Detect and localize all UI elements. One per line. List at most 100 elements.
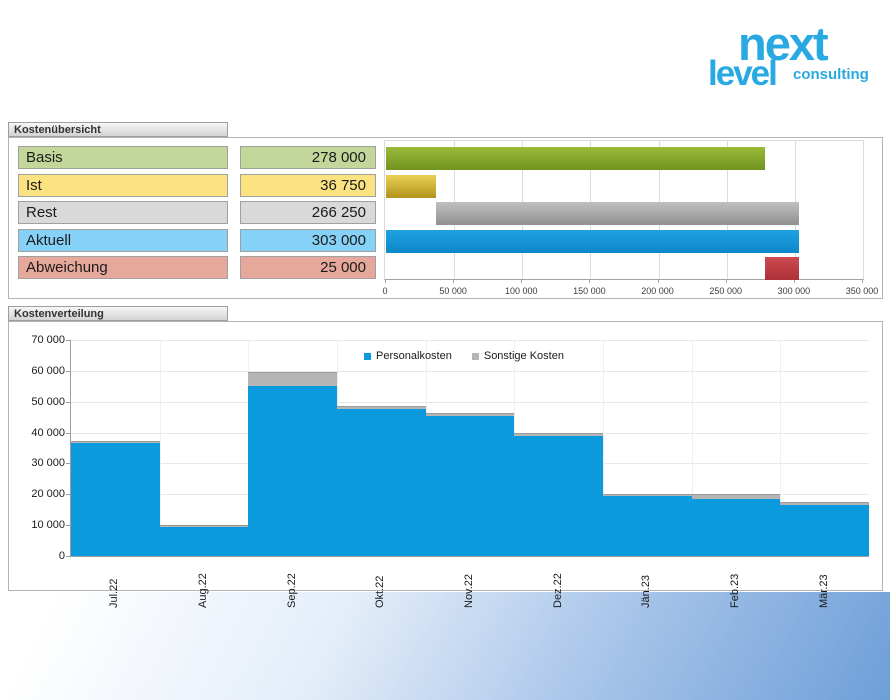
area-sonstigekosten-sep.22 bbox=[248, 372, 337, 387]
row-label-abweichung: Abweichung bbox=[18, 256, 228, 279]
gridline bbox=[780, 340, 782, 556]
axis-tick bbox=[385, 280, 386, 283]
x-tick-label-aug.22: Aug.22 bbox=[197, 573, 209, 608]
footer-gradient-band bbox=[0, 592, 890, 700]
x-tick-label: 200 000 bbox=[641, 286, 674, 296]
bar-basis bbox=[386, 147, 765, 170]
x-tick-label-jul.22: Jul.22 bbox=[108, 578, 121, 608]
bar-rest bbox=[436, 202, 799, 225]
cost-summary-bar-chart bbox=[384, 140, 864, 280]
x-tick-label-jän.23: Jän.23 bbox=[640, 574, 653, 608]
axis-tick bbox=[793, 280, 795, 283]
axis-tick bbox=[66, 525, 70, 527]
axis-tick bbox=[862, 280, 863, 283]
panel-header-kostenverteilung: Kostenverteilung bbox=[8, 306, 228, 321]
logo-word-consulting: consulting bbox=[793, 66, 869, 83]
bar-ist bbox=[386, 174, 437, 198]
panel-header-kostenuebersicht: Kostenübersicht bbox=[8, 122, 228, 137]
area-sonstigekosten-aug.22 bbox=[159, 524, 249, 527]
gridline bbox=[603, 340, 604, 556]
panel-title: Kostenverteilung bbox=[14, 308, 104, 320]
row-label-basis: Basis bbox=[18, 146, 228, 169]
row-value-abweichung: 25 000 bbox=[240, 256, 376, 279]
panel-title: Kostenübersicht bbox=[14, 124, 101, 136]
y-tick-label: 50 000 bbox=[31, 395, 65, 408]
axis-tick bbox=[521, 280, 523, 283]
gridline bbox=[863, 141, 864, 279]
area-sonstigekosten-jul.22 bbox=[71, 441, 160, 444]
legend-item-sonstige-kosten: Sonstige Kosten bbox=[471, 350, 564, 362]
area-personalkosten-sep.22 bbox=[248, 386, 337, 556]
y-tick-label: 30 000 bbox=[31, 457, 65, 470]
row-value-aktuell: 303 000 bbox=[240, 228, 376, 252]
y-tick-label: 60 000 bbox=[31, 364, 65, 377]
area-personalkosten-jän.23 bbox=[603, 495, 692, 556]
area-personalkosten-jul.22 bbox=[71, 443, 160, 556]
legend-swatch bbox=[364, 352, 372, 360]
x-tick-label-okt.22: Okt.22 bbox=[374, 575, 387, 608]
row-value-rest: 266 250 bbox=[240, 201, 376, 224]
area-sonstigekosten-okt.22 bbox=[337, 406, 426, 410]
axis-tick bbox=[725, 280, 727, 283]
kostenuebersicht-panel: Basis 278 000 Ist 36 750 Rest 266 250 Aktuell 3… bbox=[8, 137, 883, 299]
area-personalkosten-mär.23 bbox=[780, 505, 869, 556]
bar-abweichung bbox=[764, 257, 799, 280]
axis-tick bbox=[66, 432, 70, 434]
area-sonstigekosten-feb.23 bbox=[691, 494, 781, 499]
area-personalkosten-okt.22 bbox=[337, 409, 426, 556]
x-tick-label-mär.23: Mär.23 bbox=[817, 574, 830, 608]
axis-tick bbox=[66, 370, 70, 372]
x-tick-label: 0 bbox=[382, 286, 388, 296]
y-tick-label: 40 000 bbox=[31, 426, 65, 439]
gridline bbox=[159, 340, 161, 556]
row-label-aktuell: Aktuell bbox=[18, 228, 228, 252]
x-tick-label-feb.23: Feb.23 bbox=[729, 573, 741, 608]
row-label-ist: Ist bbox=[18, 173, 228, 197]
area-sonstigekosten-dez.22 bbox=[514, 432, 603, 436]
y-tick-label: 0 bbox=[58, 550, 65, 562]
row-label-rest: Rest bbox=[18, 201, 228, 224]
area-personalkosten-dez.22 bbox=[514, 435, 603, 556]
area-personalkosten-feb.23 bbox=[691, 498, 781, 556]
area-sonstigekosten-nov.22 bbox=[425, 412, 515, 416]
gridline bbox=[71, 340, 869, 341]
x-tick-label: 350 000 bbox=[845, 286, 879, 296]
y-tick-label: 20 000 bbox=[31, 488, 65, 501]
logo-word-next: next bbox=[738, 17, 829, 70]
x-tick-label-dez.22: Dez.22 bbox=[551, 573, 564, 608]
cost-distribution-area-chart: Personalkosten Sonstige Kosten bbox=[70, 340, 869, 557]
gridline bbox=[71, 401, 869, 403]
area-sonstigekosten-jän.23 bbox=[603, 493, 692, 496]
axis-tick bbox=[66, 340, 70, 341]
row-value-ist: 36 750 bbox=[240, 173, 376, 197]
logo-word-level: level bbox=[708, 54, 778, 93]
axis-tick bbox=[66, 401, 70, 403]
gridline bbox=[691, 340, 693, 556]
x-tick-label: 300 000 bbox=[777, 286, 811, 296]
x-tick-label: 250 000 bbox=[709, 286, 742, 296]
legend-item-personalkosten: Personalkosten bbox=[364, 350, 452, 362]
bar-aktuell bbox=[386, 229, 799, 253]
legend-label: Personalkosten bbox=[376, 350, 452, 362]
x-tick-label-sep.22: Sep.22 bbox=[285, 573, 298, 608]
y-tick-label: 70 000 bbox=[31, 334, 65, 346]
area-personalkosten-nov.22 bbox=[425, 415, 515, 556]
axis-tick bbox=[66, 494, 70, 496]
legend-swatch bbox=[471, 352, 479, 360]
x-tick-label: 100 000 bbox=[505, 286, 538, 296]
axis-tick bbox=[66, 556, 70, 557]
axis-tick bbox=[657, 280, 659, 283]
area-sonstigekosten-mär.23 bbox=[780, 502, 869, 506]
x-tick-label-nov.22: Nov.22 bbox=[463, 573, 475, 608]
x-tick-label: 150 000 bbox=[573, 286, 606, 296]
axis-tick bbox=[66, 463, 70, 465]
axis-tick bbox=[589, 280, 591, 283]
axis-tick bbox=[453, 280, 455, 283]
kostenverteilung-panel: 0 10 000 20 000 30 000 40 000 50 000 60 000 70 … bbox=[8, 321, 883, 608]
area-personalkosten-aug.22 bbox=[159, 526, 249, 556]
gridline bbox=[71, 370, 869, 372]
legend-label: Sonstige Kosten bbox=[483, 350, 564, 362]
y-tick-label: 10 000 bbox=[31, 519, 65, 532]
x-tick-label: 50 000 bbox=[439, 286, 467, 296]
